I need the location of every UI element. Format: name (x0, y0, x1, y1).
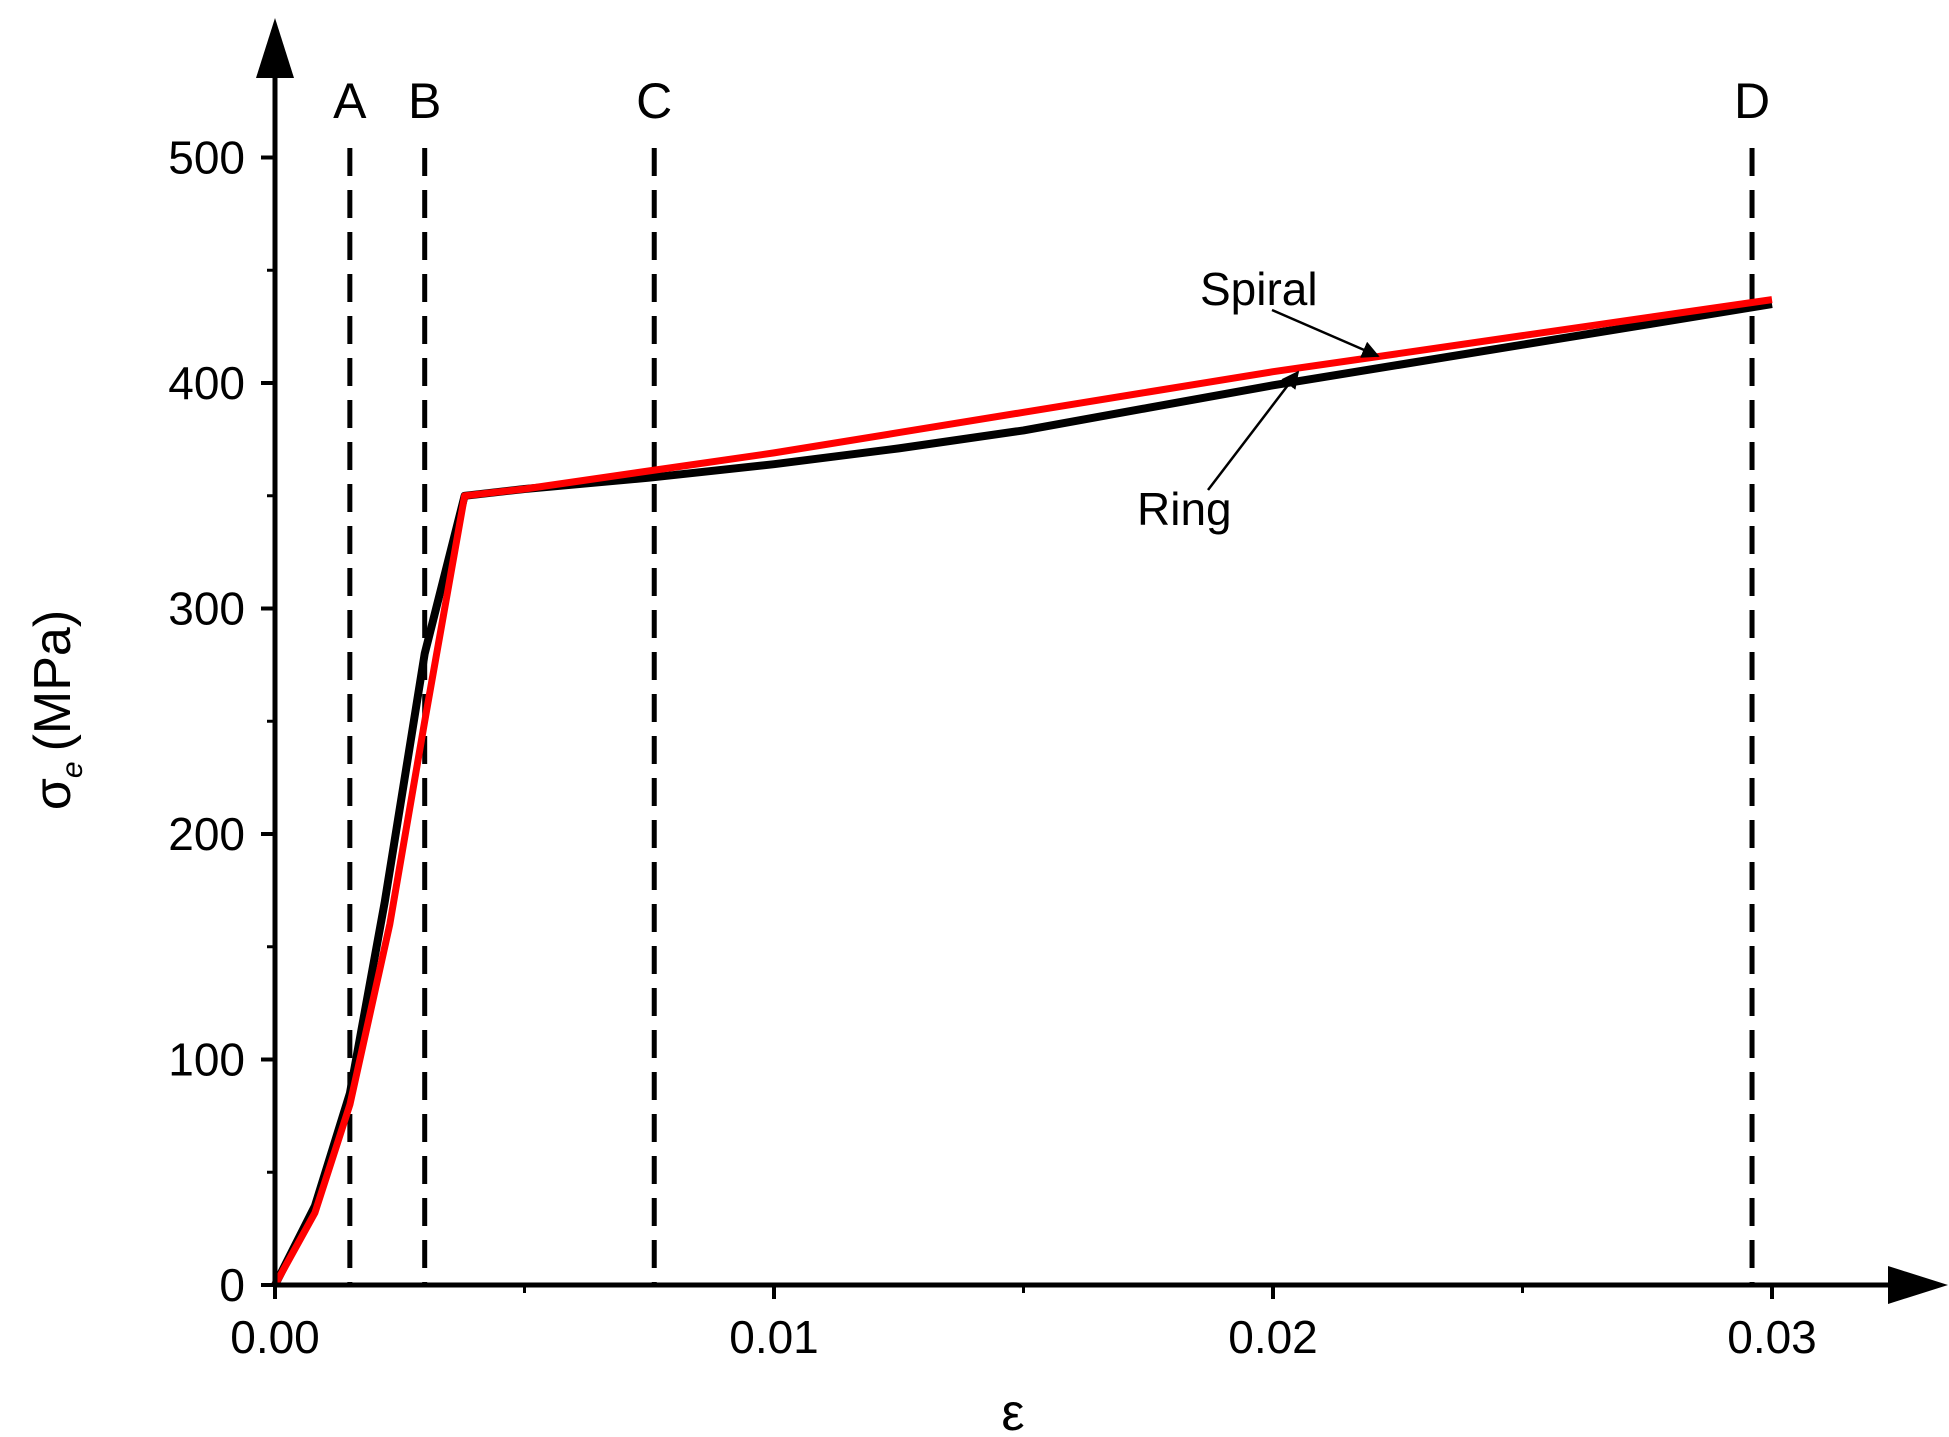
annotations: Spiral Ring (1137, 263, 1380, 535)
y-axis-title-subscript: e (56, 761, 89, 778)
x-tick-label: 0.00 (230, 1311, 320, 1363)
y-axis-title: σe (MPa) (24, 610, 89, 810)
y-axis-arrow (256, 18, 294, 78)
y-ticks: 0 100 200 300 400 500 (168, 132, 275, 1311)
y-tick-label: 500 (168, 132, 245, 184)
y-axis-title-symbol: σ (24, 778, 82, 810)
y-tick-label: 400 (168, 357, 245, 409)
annotation-ring: Ring (1137, 483, 1232, 535)
series-line-spiral (271, 296, 1773, 1287)
x-tick-label: 0.01 (729, 1311, 819, 1363)
y-tick-label: 200 (168, 808, 245, 860)
series-layer (271, 296, 1773, 1287)
reference-label-b: B (408, 73, 441, 129)
reference-label-c: C (636, 73, 672, 129)
annotation-ring-arrow (1207, 370, 1300, 491)
x-axis-arrow (1888, 1266, 1948, 1304)
y-tick-label: 0 (219, 1259, 245, 1311)
reference-label-d: D (1734, 73, 1770, 129)
y-axis-title-unit: (MPa) (24, 610, 82, 752)
x-tick-label: 0.03 (1727, 1311, 1817, 1363)
reference-label-a: A (333, 73, 367, 129)
svg-text:σe(MPa): σe (MPa) (24, 610, 89, 810)
series-line-ring (271, 300, 1773, 1287)
annotation-spiral: Spiral (1200, 263, 1318, 315)
y-tick-label: 300 (168, 583, 245, 635)
x-tick-label: 0.02 (1228, 1311, 1318, 1363)
axes (256, 18, 1948, 1304)
x-axis-title: ε (1001, 1384, 1024, 1437)
annotation-spiral-arrow (1271, 308, 1380, 358)
y-tick-label: 100 (168, 1034, 245, 1086)
x-ticks: 0.00 0.01 0.02 0.03 (230, 1285, 1817, 1363)
